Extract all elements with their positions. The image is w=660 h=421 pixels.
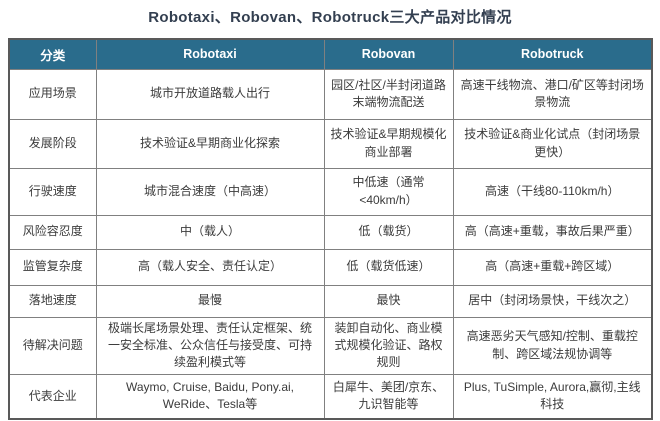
- robotruck-cell: 高（高速+重载+跨区域）: [452, 248, 653, 286]
- robovan-cell: 低（载货低速）: [323, 248, 454, 286]
- header-row: 分类 Robotaxi Robovan Robotruck: [8, 38, 653, 70]
- robovan-cell: 最快: [323, 284, 454, 318]
- row-label-cell: 风险容忍度: [8, 214, 97, 250]
- row-label-cell: 待解决问题: [8, 316, 97, 375]
- table-row: 发展阶段 技术验证&早期商业化探索 技术验证&早期规模化商业部署 技术验证&商业…: [8, 118, 653, 169]
- robotruck-cell: Plus, TuSimple, Aurora,赢彻,主线科技: [452, 373, 653, 420]
- table-body: 应用场景 城市开放道路载人出行 园区/社区/半封闭道路末端物流配送 高速干线物流…: [8, 68, 653, 420]
- row-label-cell: 监管复杂度: [8, 248, 97, 286]
- robovan-cell: 低（载货）: [323, 214, 454, 250]
- robovan-cell: 中低速（通常<40km/h）: [323, 167, 454, 216]
- robotaxi-cell: Waymo, Cruise, Baidu, Pony.ai, WeRide、Te…: [95, 373, 325, 420]
- column-header-category: 分类: [8, 38, 97, 70]
- row-label-cell: 落地速度: [8, 284, 97, 318]
- robovan-cell: 技术验证&早期规模化商业部署: [323, 118, 454, 169]
- robotruck-cell: 高（高速+重载，事故后果严重）: [452, 214, 653, 250]
- robotaxi-cell: 中（载人）: [95, 214, 325, 250]
- robotaxi-cell: 最慢: [95, 284, 325, 318]
- robotruck-cell: 高速（干线80-110km/h）: [452, 167, 653, 216]
- row-label-cell: 应用场景: [8, 68, 97, 120]
- row-label-cell: 代表企业: [8, 373, 97, 420]
- table-row: 监管复杂度 高（载人安全、责任认定） 低（载货低速） 高（高速+重载+跨区域）: [8, 248, 653, 286]
- robotruck-cell: 高速恶劣天气感知/控制、重载控制、跨区域法规协调等: [452, 316, 653, 375]
- table-row: 风险容忍度 中（载人） 低（载货） 高（高速+重载，事故后果严重）: [8, 214, 653, 250]
- row-label-cell: 发展阶段: [8, 118, 97, 169]
- column-header-robovan: Robovan: [323, 38, 454, 70]
- comparison-table: 分类 Robotaxi Robovan Robotruck 应用场景 城市开放道…: [8, 38, 653, 421]
- table-row: 应用场景 城市开放道路载人出行 园区/社区/半封闭道路末端物流配送 高速干线物流…: [8, 68, 653, 120]
- robovan-cell: 白犀牛、美团/京东、九识智能等: [323, 373, 454, 420]
- robotruck-cell: 技术验证&商业化试点（封闭场景更快）: [452, 118, 653, 169]
- robotaxi-cell: 城市混合速度（中高速）: [95, 167, 325, 216]
- table-row: 落地速度 最慢 最快 居中（封闭场景快，干线次之）: [8, 284, 653, 318]
- table-row: 行驶速度 城市混合速度（中高速） 中低速（通常<40km/h） 高速（干线80-…: [8, 167, 653, 216]
- row-label-cell: 行驶速度: [8, 167, 97, 216]
- page-title: Robotaxi、Robovan、Robotruck三大产品对比情况: [148, 9, 512, 26]
- table-row: 代表企业 Waymo, Cruise, Baidu, Pony.ai, WeRi…: [8, 373, 653, 420]
- robotruck-cell: 居中（封闭场景快，干线次之）: [452, 284, 653, 318]
- robotaxi-cell: 城市开放道路载人出行: [95, 68, 325, 120]
- robotaxi-cell: 技术验证&早期商业化探索: [95, 118, 325, 169]
- table-header: 分类 Robotaxi Robovan Robotruck: [8, 38, 653, 70]
- table-row: 待解决问题 极端长尾场景处理、责任认定框架、统一安全标准、公众信任与接受度、可持…: [8, 316, 653, 375]
- robotruck-cell: 高速干线物流、港口/矿区等封闭场景物流: [452, 68, 653, 120]
- robovan-cell: 园区/社区/半封闭道路末端物流配送: [323, 68, 454, 120]
- robotaxi-cell: 极端长尾场景处理、责任认定框架、统一安全标准、公众信任与接受度、可持续盈利模式等: [95, 316, 325, 375]
- column-header-robotruck: Robotruck: [452, 38, 653, 70]
- robotaxi-cell: 高（载人安全、责任认定）: [95, 248, 325, 286]
- column-header-robotaxi: Robotaxi: [95, 38, 325, 70]
- robovan-cell: 装卸自动化、商业模式规模化验证、路权规则: [323, 316, 454, 375]
